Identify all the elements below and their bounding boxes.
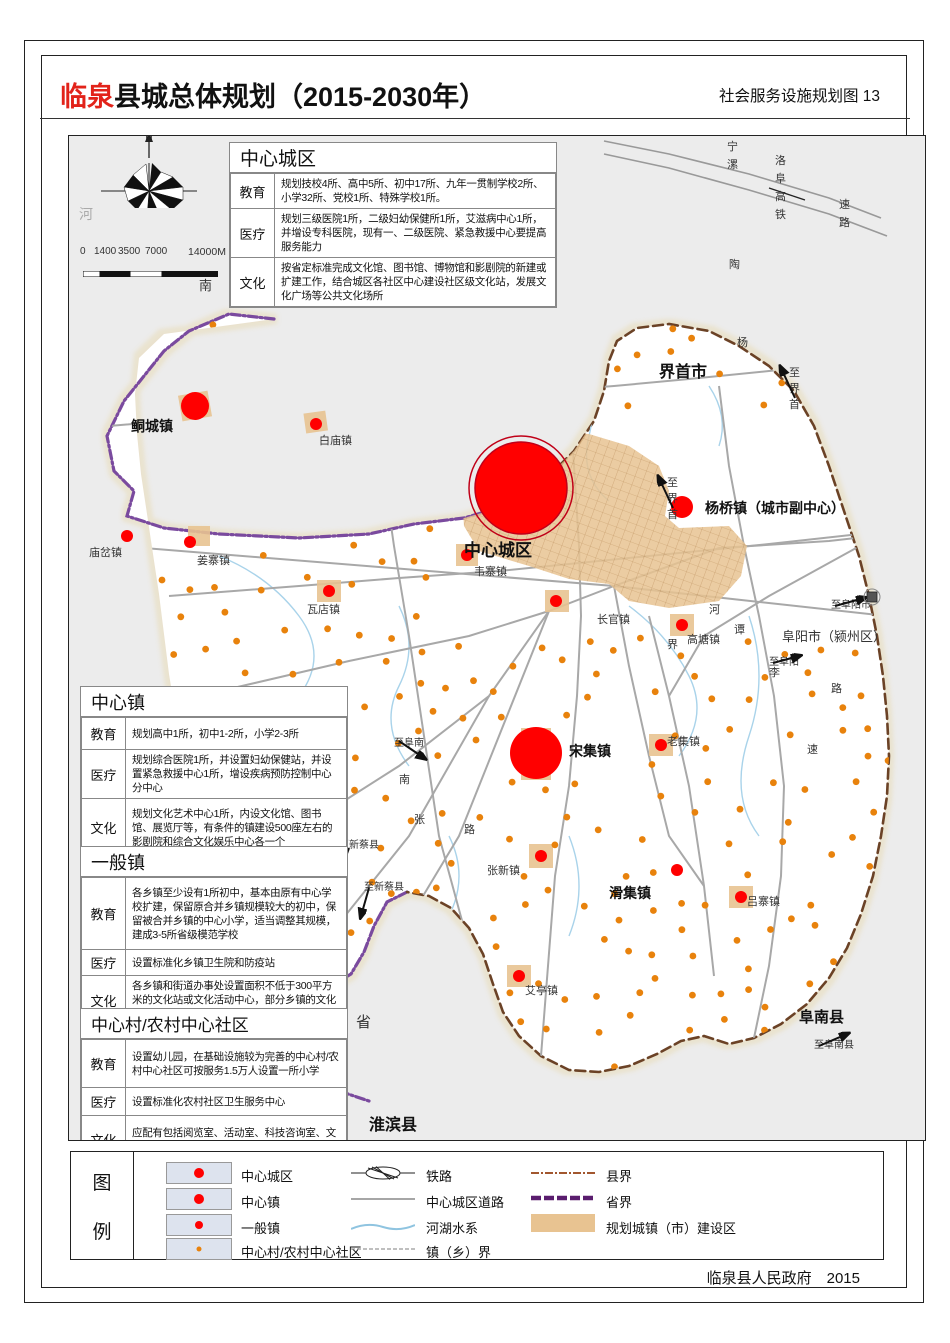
svg-text:N: N <box>145 135 152 143</box>
